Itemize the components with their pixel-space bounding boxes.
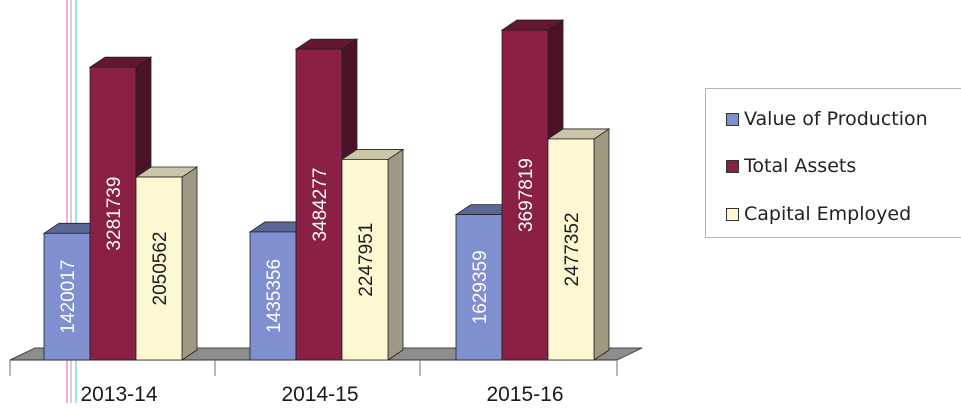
legend: Value of Production Total Assets Capital… xyxy=(705,88,961,238)
data-label-capital-employed-2014-15: 2247951 xyxy=(356,223,377,297)
legend-item-capital-employed: Capital Employed xyxy=(726,202,911,226)
bar-front xyxy=(341,159,389,361)
legend-label-total-assets: Total Assets xyxy=(744,155,857,177)
bar-capital-employed-2015-16 xyxy=(546,128,611,361)
bar-front xyxy=(501,29,549,361)
bar-side xyxy=(387,148,404,361)
x-tick-label-2013-14: 2013-14 xyxy=(80,383,157,403)
legend-swatch-capital-employed xyxy=(726,207,739,221)
legend-swatch-total-assets xyxy=(726,159,739,173)
bar-front xyxy=(135,176,183,361)
bar-front xyxy=(43,232,91,361)
bar-front xyxy=(295,48,343,361)
data-label-total-assets-2013-14: 3281739 xyxy=(104,177,125,251)
bar-capital-employed-2014-15 xyxy=(340,148,405,361)
bar-front xyxy=(547,138,595,361)
data-label-capital-employed-2013-14: 2050562 xyxy=(150,232,171,306)
data-label-value-of-production-2015-16: 1629359 xyxy=(470,250,491,324)
data-label-total-assets-2014-15: 3484277 xyxy=(310,168,331,242)
x-tick-label-2014-15: 2014-15 xyxy=(281,383,358,403)
legend-item-value-of-production: Value of Production xyxy=(726,107,928,131)
data-label-value-of-production-2014-15: 1435356 xyxy=(264,259,285,333)
bar-capital-employed-2013-14 xyxy=(134,166,199,361)
bar-side xyxy=(593,128,610,361)
data-label-capital-employed-2015-16: 2477352 xyxy=(562,212,583,286)
legend-item-total-assets: Total Assets xyxy=(726,154,856,178)
legend-swatch-value-of-production xyxy=(726,112,739,126)
bar-total-assets-2015-16 xyxy=(500,19,565,361)
data-label-total-assets-2015-16: 3697819 xyxy=(516,158,537,232)
bar-front xyxy=(89,66,137,361)
bar-side xyxy=(181,166,198,361)
legend-label-capital-employed: Capital Employed xyxy=(744,203,912,225)
legend-label-value-of-production: Value of Production xyxy=(744,108,928,130)
bar-front xyxy=(249,231,297,361)
x-tick-label-2015-16: 2015-16 xyxy=(486,383,563,403)
data-label-value-of-production-2013-14: 1420017 xyxy=(58,260,79,334)
